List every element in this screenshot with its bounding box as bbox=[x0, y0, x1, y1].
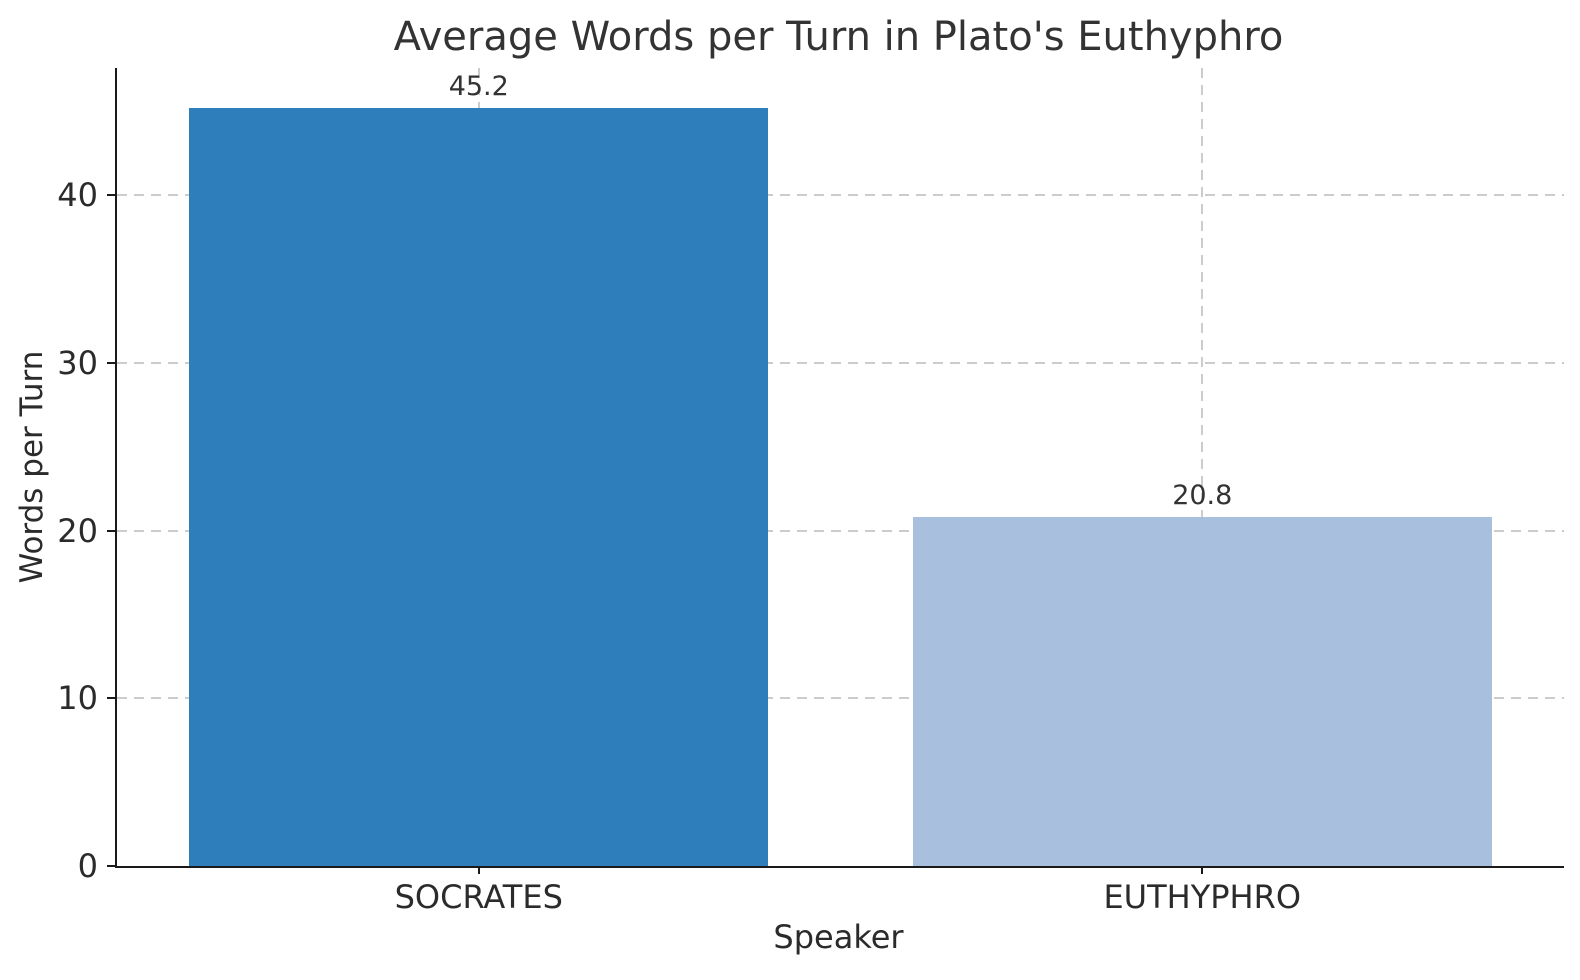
x-tick-euthyphro bbox=[1201, 866, 1204, 874]
y-tick-30 bbox=[107, 362, 115, 365]
x-axis-label: Speaker bbox=[773, 918, 904, 956]
y-tick-label-10: 10 bbox=[57, 679, 98, 718]
chart-title: Average Words per Turn in Plato's Euthyp… bbox=[393, 14, 1284, 60]
gridline-x-euthyphro bbox=[1201, 68, 1204, 866]
x-tick-socrates bbox=[477, 866, 480, 874]
value-label-euthyphro: 20.8 bbox=[1172, 480, 1233, 512]
bar-euthyphro bbox=[912, 517, 1492, 866]
gridline-y-30 bbox=[117, 362, 1564, 365]
y-tick-label-30: 30 bbox=[57, 344, 98, 383]
plot-area: 45.2 SOCRATES 20.8 EUTHYPHRO 0 10 20 30 40 bbox=[57, 68, 1564, 916]
y-axis-label-text: Words per Turn bbox=[14, 350, 50, 584]
y-tick-0 bbox=[107, 865, 115, 867]
y-tick-10 bbox=[107, 697, 115, 700]
x-tick-label-socrates: SOCRATES bbox=[394, 878, 563, 916]
y-tick-20 bbox=[107, 529, 115, 532]
gridline-y-10 bbox=[117, 697, 1564, 700]
y-tick-40 bbox=[107, 194, 115, 197]
y-tick-label-40: 40 bbox=[57, 176, 98, 215]
gridline-y-20 bbox=[117, 529, 1564, 532]
y-tick-label-20: 20 bbox=[57, 511, 98, 550]
value-label-socrates: 45.2 bbox=[448, 71, 509, 103]
x-tick-label-euthyphro: EUTHYPHRO bbox=[1103, 878, 1302, 916]
gridline-y-40 bbox=[117, 194, 1564, 197]
bar-socrates bbox=[189, 108, 769, 866]
y-tick-label-0: 0 bbox=[77, 847, 98, 885]
